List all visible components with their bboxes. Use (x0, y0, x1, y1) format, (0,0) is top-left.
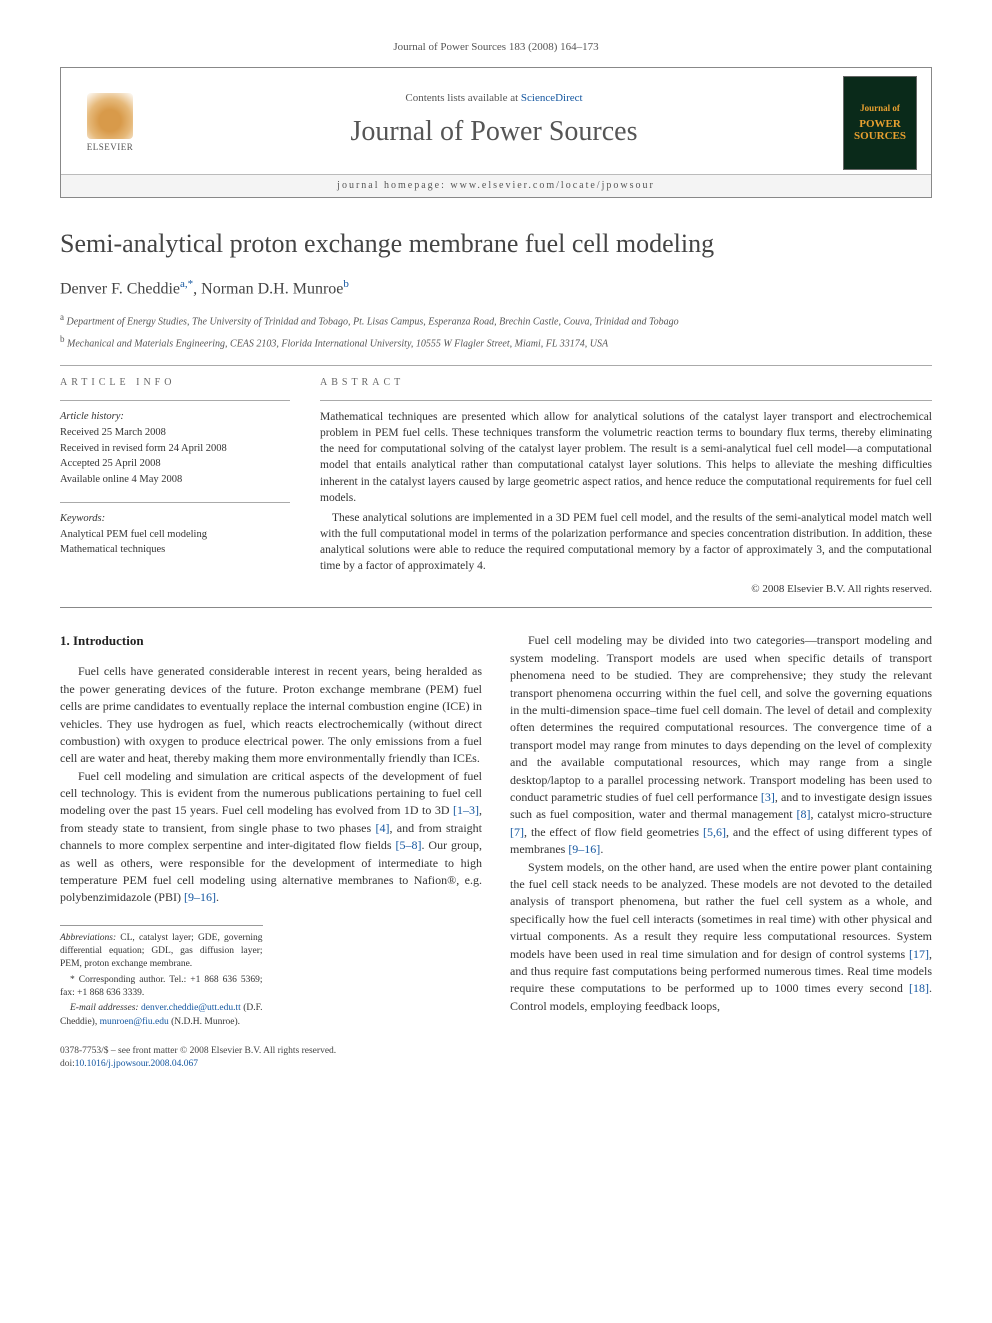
issn-line: 0378-7753/$ – see front matter © 2008 El… (60, 1045, 932, 1058)
footnotes-block: Abbreviations: CL, catalyst layer; GDE, … (60, 925, 263, 1029)
ref-link[interactable]: [3] (761, 790, 775, 804)
history-label: Article history: (60, 409, 290, 425)
email-link[interactable]: munroen@fiu.edu (100, 1017, 169, 1027)
body-columns: 1. Introduction Fuel cells have generate… (60, 632, 932, 1030)
authors-line: Denver F. Cheddiea,*, Norman D.H. Munroe… (60, 277, 932, 301)
abstract-column: ABSTRACT Mathematical techniques are pre… (320, 376, 932, 597)
body-text: , catalyst micro-structure (810, 807, 932, 821)
history-line: Received 25 March 2008 (60, 425, 290, 441)
info-rule (60, 400, 290, 401)
header-center: Contents lists available at ScienceDirec… (145, 91, 843, 156)
body-text: . (216, 890, 219, 904)
affil-a-sup: a (60, 312, 64, 322)
ref-link[interactable]: [9–16] (568, 842, 600, 856)
intro-heading: 1. Introduction (60, 632, 482, 651)
corresponding-author-footnote: * Corresponding author. Tel.: +1 868 636… (60, 974, 263, 1001)
author-2-sup: b (343, 278, 349, 290)
corr-label: * Corresponding author. (70, 975, 165, 985)
journal-cover-thumbnail: Journal of POWER SOURCES (843, 76, 917, 170)
running-header: Journal of Power Sources 183 (2008) 164–… (60, 40, 932, 55)
abstract-label: ABSTRACT (320, 376, 932, 390)
ref-link[interactable]: [9–16] (184, 890, 216, 904)
homepage-url: www.elsevier.com/locate/jpowsour (450, 180, 654, 191)
ref-link[interactable]: [17] (909, 947, 929, 961)
body-text: . (600, 842, 603, 856)
author-1-sup: a,* (180, 278, 193, 290)
abstract-paragraph: These analytical solutions are implement… (320, 510, 932, 574)
email-who: (N.D.H. Munroe). (169, 1017, 240, 1027)
keyword: Analytical PEM fuel cell modeling (60, 527, 290, 543)
body-text: Fuel cell modeling and simulation are cr… (60, 769, 482, 818)
article-info-column: ARTICLE INFO Article history: Received 2… (60, 376, 290, 597)
doi-prefix: doi: (60, 1059, 75, 1069)
author-2: , Norman D.H. Munroe (193, 280, 343, 297)
body-paragraph: Fuel cells have generated considerable i… (60, 663, 482, 767)
email-label: E-mail addresses: (70, 1003, 139, 1013)
affiliation-b: b Mechanical and Materials Engineering, … (60, 333, 932, 351)
doi-line: doi:10.1016/j.jpowsour.2008.04.067 (60, 1058, 932, 1071)
keywords-label: Keywords: (60, 511, 290, 527)
body-paragraph: Fuel cell modeling may be divided into t… (510, 632, 932, 858)
publisher-logo: ELSEVIER (75, 88, 145, 158)
sciencedirect-link[interactable]: ScienceDirect (521, 92, 583, 104)
abstract-paragraph: Mathematical techniques are presented wh… (320, 409, 932, 506)
bottom-meta: 0378-7753/$ – see front matter © 2008 El… (60, 1045, 932, 1072)
body-paragraph: System models, on the other hand, are us… (510, 859, 932, 1016)
info-rule (60, 502, 290, 503)
ref-link[interactable]: [4] (375, 821, 389, 835)
body-text: System models, on the other hand, are us… (510, 860, 932, 961)
body-text: , the effect of flow field geometries (524, 825, 703, 839)
page-container: Journal of Power Sources 183 (2008) 164–… (0, 0, 992, 1101)
affil-b-text: Mechanical and Materials Engineering, CE… (67, 338, 608, 349)
header-top: ELSEVIER Contents lists available at Sci… (61, 68, 931, 175)
cover-title: POWER SOURCES (844, 118, 916, 142)
author-1: Denver F. Cheddie (60, 280, 180, 297)
abbreviations-footnote: Abbreviations: CL, catalyst layer; GDE, … (60, 932, 263, 972)
body-text: Fuel cell modeling may be divided into t… (510, 633, 932, 804)
abstract-copyright: © 2008 Elsevier B.V. All rights reserved… (320, 582, 932, 597)
ref-link[interactable]: [7] (510, 825, 524, 839)
homepage-prefix: journal homepage: (337, 180, 450, 191)
section-divider (60, 607, 932, 608)
history-line: Available online 4 May 2008 (60, 472, 290, 488)
info-abstract-row: ARTICLE INFO Article history: Received 2… (60, 376, 932, 597)
body-right-column: Fuel cell modeling may be divided into t… (510, 632, 932, 1030)
journal-name: Journal of Power Sources (155, 112, 833, 151)
contents-available-line: Contents lists available at ScienceDirec… (155, 91, 833, 106)
email-footnote: E-mail addresses: denver.cheddie@utt.edu… (60, 1002, 263, 1029)
article-title: Semi-analytical proton exchange membrane… (60, 226, 932, 262)
affiliation-a: a Department of Energy Studies, The Univ… (60, 311, 932, 329)
affil-a-text: Department of Energy Studies, The Univer… (67, 316, 679, 327)
body-paragraph: Fuel cell modeling and simulation are cr… (60, 768, 482, 907)
ref-link[interactable]: [8] (796, 807, 810, 821)
elsevier-tree-icon (87, 93, 133, 139)
article-history-block: Article history: Received 25 March 2008 … (60, 409, 290, 488)
doi-link[interactable]: 10.1016/j.jpowsour.2008.04.067 (75, 1059, 198, 1069)
cover-journal-line: Journal of (860, 104, 900, 114)
email-link[interactable]: denver.cheddie@utt.edu.tt (141, 1003, 241, 1013)
keywords-block: Keywords: Analytical PEM fuel cell model… (60, 511, 290, 558)
journal-homepage-line: journal homepage: www.elsevier.com/locat… (61, 175, 931, 197)
abstract-rule (320, 400, 932, 401)
divider-rule (60, 365, 932, 366)
article-info-label: ARTICLE INFO (60, 376, 290, 390)
keyword: Mathematical techniques (60, 542, 290, 558)
ref-link[interactable]: [5–8] (396, 838, 422, 852)
abbrev-label: Abbreviations: (60, 933, 116, 943)
journal-header-box: ELSEVIER Contents lists available at Sci… (60, 67, 932, 198)
history-line: Accepted 25 April 2008 (60, 456, 290, 472)
history-line: Received in revised form 24 April 2008 (60, 441, 290, 457)
contents-prefix: Contents lists available at (405, 92, 520, 104)
publisher-label: ELSEVIER (87, 141, 134, 154)
affil-b-sup: b (60, 334, 65, 344)
body-left-column: 1. Introduction Fuel cells have generate… (60, 632, 482, 1030)
ref-link[interactable]: [5,6] (703, 825, 726, 839)
ref-link[interactable]: [1–3] (453, 803, 479, 817)
ref-link[interactable]: [18] (909, 981, 929, 995)
